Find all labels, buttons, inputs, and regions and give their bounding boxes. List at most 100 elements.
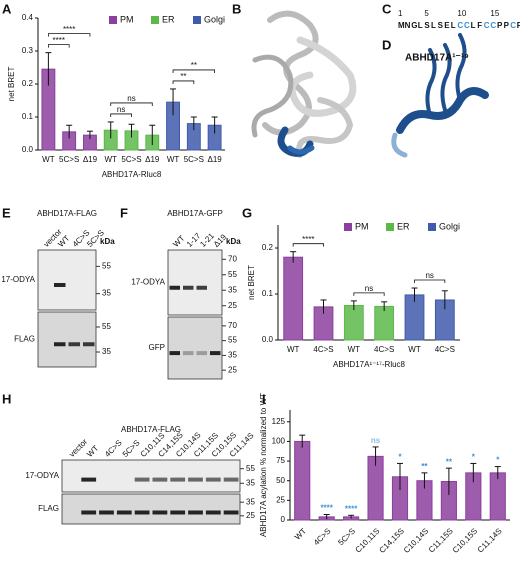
marker-label: 35 bbox=[102, 347, 111, 356]
blot-band bbox=[81, 510, 97, 515]
y-tick-label: 50 bbox=[276, 476, 285, 485]
blot-panel bbox=[61, 459, 241, 493]
y-tick-label: 100 bbox=[272, 437, 286, 446]
legend-swatch bbox=[151, 16, 159, 24]
residue: C bbox=[457, 21, 463, 30]
marker-label: 70 bbox=[228, 254, 237, 263]
error-bar bbox=[107, 121, 114, 139]
significance-bracket bbox=[172, 69, 216, 73]
marker-label: 70 bbox=[228, 321, 237, 330]
legend-swatch bbox=[428, 223, 436, 231]
blot-band bbox=[170, 510, 186, 515]
blot-title: ABHD17A-FLAG bbox=[121, 425, 181, 434]
error-bar bbox=[45, 52, 52, 86]
significance-bracket bbox=[47, 44, 70, 48]
significance-bracket bbox=[353, 292, 385, 296]
x-tick-label: WT bbox=[348, 345, 361, 354]
error-bar bbox=[470, 462, 477, 483]
blot-title: ABHD17A-FLAG bbox=[37, 209, 97, 218]
error-bar bbox=[290, 251, 297, 263]
significance-bracket bbox=[47, 33, 91, 37]
y-tick-label: 0 bbox=[281, 515, 286, 524]
panel-label: C bbox=[382, 1, 392, 16]
legend-swatch bbox=[386, 223, 394, 231]
x-tick-label: 5C>S bbox=[121, 155, 141, 164]
blot-band bbox=[196, 285, 207, 290]
legend-label: Golgi bbox=[439, 221, 460, 231]
legend-swatch bbox=[109, 16, 117, 24]
blot-band bbox=[170, 477, 186, 482]
blot-row-label: 17-ODYA bbox=[1, 275, 35, 284]
residue-number: 15 bbox=[490, 9, 499, 18]
significance-bracket bbox=[414, 279, 446, 284]
marker-label: 55 bbox=[246, 464, 255, 473]
blot-panel bbox=[37, 311, 97, 368]
error-bar bbox=[445, 467, 452, 495]
x-tick-label: 5C>S bbox=[59, 155, 79, 164]
x-tick-label: C10,15S bbox=[451, 527, 479, 555]
significance-label: ns bbox=[117, 105, 125, 114]
blot-band bbox=[134, 510, 150, 515]
residue: E bbox=[444, 21, 450, 30]
marker-label: 25 bbox=[228, 365, 237, 374]
panel-label: D bbox=[382, 37, 391, 52]
significance-label: **** bbox=[345, 504, 358, 513]
residue: C bbox=[484, 21, 490, 30]
residue: M bbox=[398, 21, 405, 30]
x-tick-label: WT bbox=[167, 155, 180, 164]
y-tick-label: 0.1 bbox=[22, 112, 34, 121]
y-tick-label: 0.1 bbox=[262, 289, 274, 298]
y-tick-label: 0.2 bbox=[262, 243, 274, 252]
blot-band bbox=[152, 477, 168, 482]
y-axis-label: ABHD17A acylation % normalized to WT bbox=[259, 393, 268, 537]
x-tick-label: C11,15S bbox=[427, 527, 455, 555]
bar bbox=[294, 440, 311, 521]
marker-label: 35 bbox=[228, 285, 237, 294]
blot-band bbox=[81, 477, 97, 482]
lane-label: WT bbox=[85, 444, 100, 459]
significance-bracket bbox=[110, 102, 153, 106]
x-tick-label: Δ19 bbox=[145, 155, 160, 164]
x-tick-label: C14,15S bbox=[378, 527, 406, 555]
bar bbox=[374, 305, 395, 341]
blot-band bbox=[223, 477, 239, 482]
x-tick-label: WT bbox=[408, 345, 421, 354]
error-bar bbox=[86, 130, 93, 140]
blot-band bbox=[134, 477, 150, 482]
panel-label: F bbox=[120, 205, 128, 220]
error-bar bbox=[411, 287, 418, 302]
blot-row-label: GFP bbox=[149, 343, 165, 352]
legend-swatch bbox=[344, 223, 352, 231]
blot-panel bbox=[167, 316, 223, 380]
y-tick-label: 0.2 bbox=[22, 79, 34, 88]
error-bar bbox=[128, 123, 135, 138]
error-bar bbox=[323, 514, 330, 520]
blot-row-label: FLAG bbox=[38, 504, 59, 513]
kda-label: kDa bbox=[100, 237, 115, 246]
protein-structure bbox=[251, 10, 357, 158]
x-tick-label: 4C>S bbox=[312, 527, 333, 548]
blot-band bbox=[169, 285, 180, 290]
y-tick-label: 0.4 bbox=[22, 13, 34, 22]
lane-label: vector bbox=[67, 437, 89, 459]
significance-label: **** bbox=[302, 235, 314, 244]
significance-label: **** bbox=[53, 36, 65, 45]
blot-row-label: 17-ODYA bbox=[25, 471, 59, 480]
blot-band bbox=[183, 351, 194, 356]
y-tick-label: 0.3 bbox=[22, 46, 34, 55]
legend-label: Golgi bbox=[204, 14, 225, 24]
error-bar bbox=[421, 472, 428, 489]
significance-label: **** bbox=[63, 25, 75, 34]
significance-label: ** bbox=[421, 462, 428, 471]
lane-label: Δ19 bbox=[212, 232, 229, 249]
significance-bracket bbox=[110, 113, 132, 117]
x-tick-label: 5C>S bbox=[336, 527, 357, 548]
residue: L bbox=[471, 21, 476, 30]
blot-band bbox=[116, 510, 132, 515]
x-tick-label: 4C>S bbox=[374, 345, 394, 354]
x-tick-label: C10,11S bbox=[353, 527, 381, 555]
panel-label: I bbox=[262, 391, 266, 406]
blot-band bbox=[169, 351, 180, 356]
